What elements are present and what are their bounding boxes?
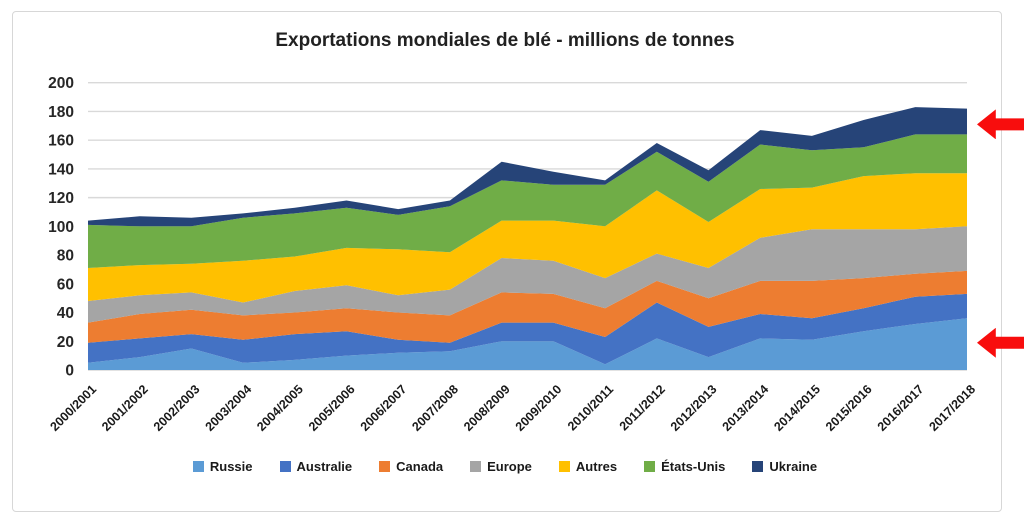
area-series-autres [88, 173, 967, 303]
legend-item-europe: Europe [470, 459, 532, 474]
y-tick-label: 200 [48, 75, 74, 92]
area-series-ukraine [88, 107, 967, 227]
y-tick-label: 120 [48, 190, 74, 207]
legend-swatch-icon [379, 461, 391, 472]
x-axis-label: 2009/2010 [513, 382, 565, 434]
chart-legend: Russie Australie Canada Europe Autres États-U… [0, 459, 1010, 474]
area-series-australie [88, 293, 967, 365]
y-tick-label: 80 [57, 248, 74, 265]
y-tick-label: 180 [48, 104, 74, 121]
area-series-états-unis [88, 134, 967, 268]
legend-label: Ukraine [769, 459, 818, 474]
area-series-europe [88, 226, 967, 323]
legend-item-australie: Australie [279, 459, 353, 474]
x-axis-label: 2013/2014 [720, 382, 772, 434]
x-axis-label: 2003/2004 [203, 382, 255, 434]
area-series-canada [88, 270, 967, 343]
x-axis-label: 2000/2001 [47, 382, 99, 434]
x-axis-label: 2005/2006 [306, 382, 358, 434]
x-axis-label: 2007/2008 [409, 382, 461, 434]
legend-item-russie: Russie [192, 459, 253, 474]
legend-label: Russie [209, 459, 253, 474]
x-axis-label: 2001/2002 [99, 382, 151, 434]
chart-title: Exportations mondiales de blé - millions… [275, 30, 735, 51]
x-axis-label: 2010/2011 [565, 382, 616, 433]
y-tick-label: 40 [57, 305, 74, 322]
legend-swatch-icon [470, 461, 482, 472]
legend-swatch-icon [279, 461, 291, 472]
legend-label: Europe [487, 459, 532, 474]
legend-swatch-icon [192, 461, 204, 472]
y-tick-label: 140 [48, 161, 74, 178]
x-axis-label: 2002/2003 [151, 382, 203, 434]
x-axis-label: 2008/2009 [461, 382, 513, 434]
legend-swatch-icon [644, 461, 656, 472]
legend-item-canada: Canada [379, 459, 443, 474]
x-axis-label: 2017/2018 [926, 382, 978, 434]
x-axis-label: 2004/2005 [254, 382, 306, 434]
legend-item-états-unis: États-Unis [644, 459, 725, 474]
y-tick-label: 100 [48, 219, 74, 236]
y-tick-label: 20 [57, 334, 74, 351]
y-tick-label: 60 [57, 276, 74, 293]
legend-item-ukraine: Ukraine [752, 459, 817, 474]
legend-label: États-Unis [661, 459, 726, 474]
legend-label: Autres [575, 459, 618, 474]
x-axis-label: 2014/2015 [771, 382, 823, 434]
y-tick-label: 0 [65, 363, 74, 380]
x-axis-label: 2006/2007 [358, 382, 410, 434]
legend-item-autres: Autres [558, 459, 618, 474]
legend-label: Canada [396, 459, 444, 474]
x-axis-label: 2016/2017 [875, 382, 927, 434]
legend-swatch-icon [558, 461, 570, 472]
y-tick-label: 160 [48, 133, 74, 150]
x-axis-label: 2015/2016 [823, 382, 875, 434]
x-axis-label: 2011/2012 [617, 382, 668, 433]
legend-label: Australie [296, 459, 353, 474]
legend-swatch-icon [752, 461, 764, 472]
x-axis-label: 2012/2013 [668, 382, 720, 434]
area-series-russie [88, 318, 967, 370]
